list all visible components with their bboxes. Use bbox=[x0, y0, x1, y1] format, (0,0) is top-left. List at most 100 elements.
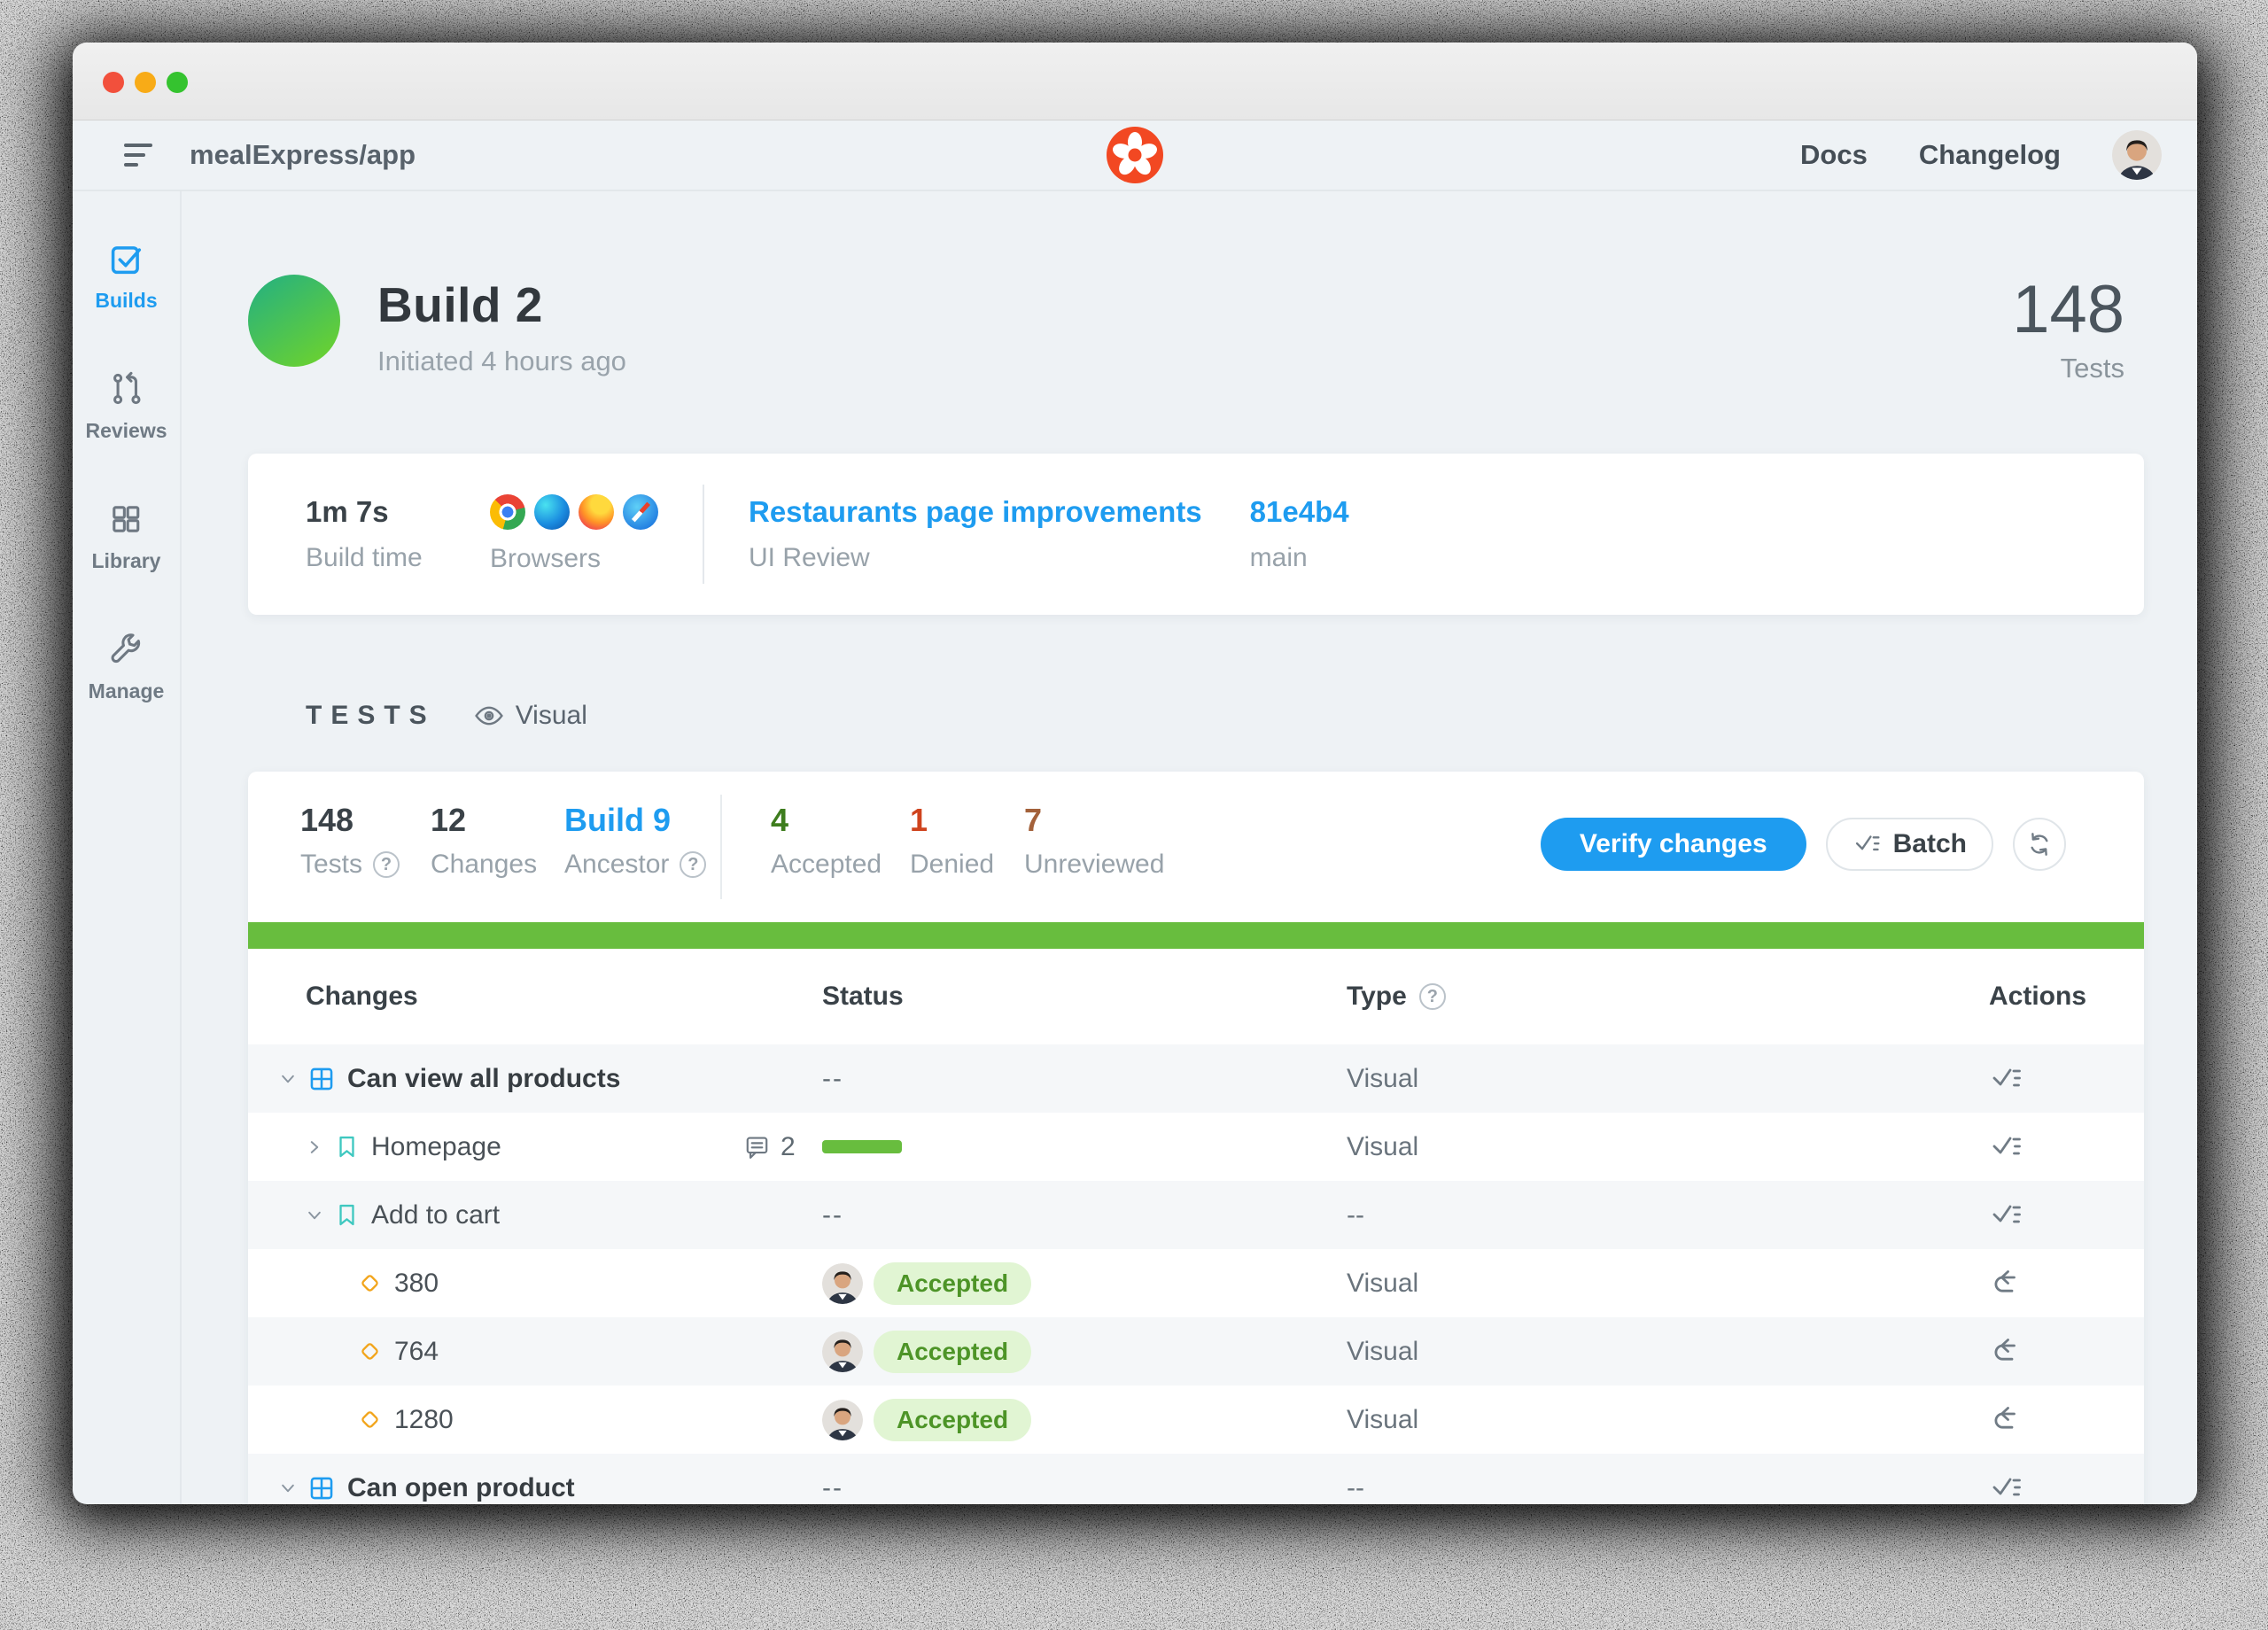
type-cell: -- bbox=[1347, 1200, 1989, 1230]
bookmark-icon bbox=[333, 1201, 361, 1229]
changes-cell: Can view all products bbox=[248, 1064, 742, 1094]
table-row[interactable]: Can view all products -- Visual bbox=[248, 1044, 2144, 1113]
stat-value: 12 bbox=[431, 802, 467, 838]
app-header: mealExpress/app Docs Changelog bbox=[73, 120, 2197, 191]
refresh-button[interactable] bbox=[2013, 818, 2066, 871]
undo-icon[interactable] bbox=[1989, 1266, 2024, 1301]
app-window: mealExpress/app Docs Changelog Builds Re… bbox=[73, 43, 2197, 1504]
chevron-down-icon[interactable] bbox=[276, 1067, 299, 1091]
undo-icon[interactable] bbox=[1989, 1402, 2024, 1438]
checklist-icon[interactable] bbox=[1989, 1471, 2024, 1505]
stat-changes: 12 Changes bbox=[431, 802, 537, 880]
wrench-icon bbox=[106, 630, 145, 669]
help-icon[interactable]: ? bbox=[1418, 983, 1446, 1010]
stat-label: Tests bbox=[300, 850, 363, 879]
table-row[interactable]: Can open product -- -- bbox=[248, 1454, 2144, 1504]
nav-link-changelog[interactable]: Changelog bbox=[1918, 139, 2061, 170]
type-cell: Visual bbox=[1347, 1132, 1989, 1162]
stat-label: Ancestor bbox=[564, 850, 670, 879]
table-row[interactable]: 764 Accepted Visual bbox=[248, 1317, 2144, 1386]
refresh-icon bbox=[2024, 829, 2054, 859]
type-cell: -- bbox=[1347, 1473, 1989, 1503]
stat-unreviewed: 7 Unreviewed bbox=[1024, 802, 1164, 880]
chrome-icon bbox=[490, 494, 525, 530]
row-label: 1280 bbox=[394, 1404, 454, 1434]
table-row[interactable]: Homepage 2 Visual bbox=[248, 1113, 2144, 1181]
commit-metric: 81e4b4 main bbox=[1250, 495, 1349, 573]
stat-label: Denied bbox=[910, 850, 995, 879]
undo-icon[interactable] bbox=[1989, 1334, 2024, 1370]
stat-accepted: 4 Accepted bbox=[771, 802, 882, 880]
main-area: Builds Reviews Library Manage bbox=[73, 191, 2197, 1504]
status-cell: Accepted bbox=[822, 1398, 1347, 1441]
comments-cell: 2 bbox=[742, 1132, 822, 1162]
nav-link-docs[interactable]: Docs bbox=[1800, 139, 1868, 170]
window-titlebar[interactable] bbox=[73, 43, 2197, 120]
minimize-window-button[interactable] bbox=[135, 72, 156, 93]
verify-changes-button[interactable]: Verify changes bbox=[1540, 818, 1806, 871]
table-row[interactable]: Add to cart -- -- bbox=[248, 1181, 2144, 1249]
close-window-button[interactable] bbox=[103, 72, 124, 93]
sidebar-item-label: Manage bbox=[88, 679, 165, 702]
stat-denied: 1 Denied bbox=[910, 802, 994, 880]
checklist-icon[interactable] bbox=[1989, 1061, 2024, 1097]
sidebar-item-manage[interactable]: Manage bbox=[88, 630, 165, 703]
table-row[interactable]: 380 Accepted Visual bbox=[248, 1249, 2144, 1317]
stats-row: 148 Tests? 12 Changes Build 9 Ancestor? bbox=[248, 772, 2144, 922]
review-label: UI Review bbox=[749, 543, 870, 572]
help-icon[interactable]: ? bbox=[373, 851, 400, 878]
type-cell: Visual bbox=[1347, 1269, 1989, 1299]
app-logo-icon[interactable] bbox=[1107, 127, 1163, 183]
type-cell: Visual bbox=[1347, 1337, 1989, 1367]
changes-cell: 1280 bbox=[248, 1405, 742, 1435]
status-cell: -- bbox=[822, 1473, 1347, 1503]
actions-cell bbox=[1989, 1334, 2144, 1370]
diamond-icon bbox=[356, 1338, 384, 1365]
type-value: -- bbox=[1347, 1472, 1364, 1502]
actions-cell bbox=[1989, 1061, 2144, 1097]
divider bbox=[720, 795, 722, 899]
batch-button[interactable]: Batch bbox=[1825, 818, 1993, 871]
menu-icon[interactable] bbox=[124, 144, 156, 167]
visual-filter[interactable]: Visual bbox=[473, 700, 587, 732]
review-title-link[interactable]: Restaurants page improvements bbox=[749, 495, 1202, 528]
ancestor-build-link[interactable]: Build 9 bbox=[564, 802, 672, 838]
zoom-window-button[interactable] bbox=[167, 72, 188, 93]
row-label: 764 bbox=[394, 1336, 439, 1366]
type-value: Visual bbox=[1347, 1131, 1419, 1161]
build-time-value: 1m 7s bbox=[306, 495, 389, 528]
firefox-icon bbox=[579, 494, 614, 530]
type-value: Visual bbox=[1347, 1063, 1419, 1093]
sidebar-item-library[interactable]: Library bbox=[92, 500, 160, 573]
traffic-lights bbox=[103, 72, 188, 93]
sidebar-item-builds[interactable]: Builds bbox=[95, 239, 158, 313]
tests-heading-label: TESTS bbox=[306, 701, 436, 730]
status-cell bbox=[822, 1140, 1347, 1153]
status-badge: Accepted bbox=[874, 1261, 1032, 1305]
bookmark-icon bbox=[333, 1133, 361, 1160]
tests-count-value: 148 bbox=[2012, 272, 2124, 347]
table-row[interactable]: 1280 Accepted Visual bbox=[248, 1386, 2144, 1454]
sidebar-item-label: Builds bbox=[95, 289, 158, 312]
checklist-icon[interactable] bbox=[1989, 1129, 2024, 1165]
grid-squares-icon bbox=[106, 500, 145, 539]
reviewer-avatar bbox=[822, 1263, 863, 1304]
chevron-down-icon[interactable] bbox=[276, 1477, 299, 1500]
status-badge: Accepted bbox=[874, 1330, 1032, 1373]
batch-button-label: Batch bbox=[1892, 829, 1967, 858]
user-avatar[interactable] bbox=[2112, 130, 2162, 180]
chevron-down-icon[interactable] bbox=[303, 1204, 326, 1227]
eye-icon bbox=[473, 700, 505, 732]
chevron-right-icon[interactable] bbox=[303, 1136, 326, 1159]
type-cell: Visual bbox=[1347, 1405, 1989, 1435]
commit-link[interactable]: 81e4b4 bbox=[1249, 495, 1349, 528]
help-icon[interactable]: ? bbox=[680, 851, 707, 878]
pull-request-icon bbox=[107, 369, 146, 408]
browsers-metric: Browsers bbox=[490, 494, 658, 574]
actions-cell bbox=[1989, 1402, 2144, 1438]
checklist-icon[interactable] bbox=[1989, 1198, 2024, 1233]
sidebar-item-reviews[interactable]: Reviews bbox=[85, 369, 167, 443]
row-label: Add to cart bbox=[371, 1199, 501, 1230]
changes-cell: Homepage bbox=[248, 1132, 742, 1162]
